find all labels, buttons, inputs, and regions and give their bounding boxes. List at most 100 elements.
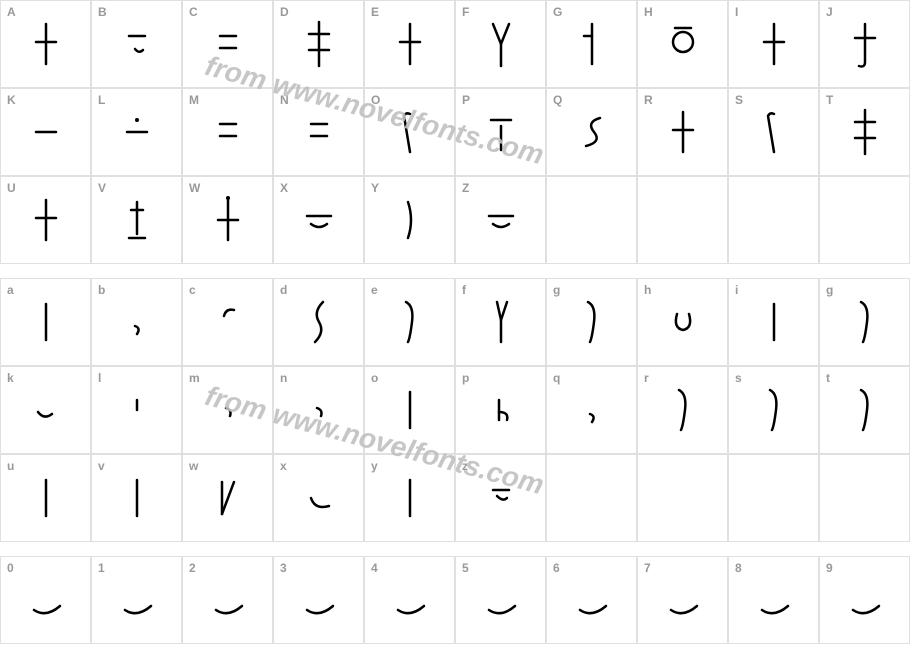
cell-label: 7 bbox=[644, 561, 651, 575]
cell-E: E bbox=[364, 0, 455, 88]
glyph-swoosh bbox=[16, 570, 76, 630]
cell-empty bbox=[546, 176, 637, 264]
cell-z: z bbox=[455, 454, 546, 542]
glyph-dash bbox=[16, 102, 76, 162]
glyph-swoosh bbox=[562, 570, 622, 630]
cell-empty bbox=[728, 454, 819, 542]
cell-label: n bbox=[280, 371, 287, 385]
cell-label: P bbox=[462, 93, 470, 107]
glyph-vert-curve bbox=[380, 190, 440, 250]
glyph-dagger bbox=[107, 190, 167, 250]
cell-label: 9 bbox=[826, 561, 833, 575]
glyph-tall-curve bbox=[562, 292, 622, 352]
cell-b: b bbox=[91, 278, 182, 366]
cell-label: i bbox=[735, 283, 738, 297]
cell-empty bbox=[819, 176, 910, 264]
cell-y: y bbox=[364, 454, 455, 542]
cell-label: N bbox=[280, 93, 289, 107]
glyph-tall-curve bbox=[744, 380, 804, 440]
grid-row: uvwxyz bbox=[0, 454, 911, 542]
cell-o: o bbox=[364, 366, 455, 454]
cell-Y: Y bbox=[364, 176, 455, 264]
cell-S: S bbox=[728, 88, 819, 176]
cell-label: s bbox=[735, 371, 742, 385]
cell-l: l bbox=[91, 366, 182, 454]
cell-label: l bbox=[98, 371, 101, 385]
glyph-vert-cross-hook bbox=[835, 14, 895, 74]
cell-label: h bbox=[644, 283, 651, 297]
glyph-p-hook bbox=[471, 380, 531, 440]
glyph-tiny-hook bbox=[289, 380, 349, 440]
glyph-apostrophe bbox=[107, 380, 167, 440]
glyph-swoosh bbox=[380, 570, 440, 630]
cell-empty bbox=[637, 454, 728, 542]
cell-label: 0 bbox=[7, 561, 14, 575]
glyph-vert-tick bbox=[562, 14, 622, 74]
glyph-comma bbox=[562, 380, 622, 440]
glyph-thin-vert bbox=[16, 468, 76, 528]
glyph-dash-wave bbox=[289, 190, 349, 250]
cell-empty bbox=[546, 454, 637, 542]
glyph-two-dash bbox=[289, 102, 349, 162]
cell-0: 0 bbox=[0, 556, 91, 644]
grid-row: abcdefghig bbox=[0, 278, 911, 366]
cell-label: 5 bbox=[462, 561, 469, 575]
glyph-tall-curve bbox=[380, 292, 440, 352]
glyph-tall-curve bbox=[653, 380, 713, 440]
cell-label: d bbox=[280, 283, 287, 297]
glyph-vert-hook bbox=[380, 102, 440, 162]
glyph-swoosh bbox=[198, 570, 258, 630]
cell-g: g bbox=[819, 278, 910, 366]
cell-N: N bbox=[273, 88, 364, 176]
cell-label: o bbox=[371, 371, 378, 385]
cell-label: V bbox=[98, 181, 106, 195]
cell-9: 9 bbox=[819, 556, 910, 644]
cell-t: t bbox=[819, 366, 910, 454]
glyph-vert-double bbox=[289, 14, 349, 74]
glyph-comma bbox=[107, 292, 167, 352]
glyph-swoosh bbox=[835, 570, 895, 630]
cell-label: y bbox=[371, 459, 378, 473]
grid-row: ABCDEFGHIJ bbox=[0, 0, 911, 88]
cell-H: H bbox=[637, 0, 728, 88]
cell-Z: Z bbox=[455, 176, 546, 264]
cell-label: b bbox=[98, 283, 105, 297]
cell-M: M bbox=[182, 88, 273, 176]
cell-label: R bbox=[644, 93, 653, 107]
cell-label: D bbox=[280, 5, 289, 19]
cell-e: e bbox=[364, 278, 455, 366]
glyph-vert-cross bbox=[16, 190, 76, 250]
cell-k: k bbox=[0, 366, 91, 454]
cell-O: O bbox=[364, 88, 455, 176]
cell-empty bbox=[728, 176, 819, 264]
cell-X: X bbox=[273, 176, 364, 264]
glyph-w-shape bbox=[198, 468, 258, 528]
cell-label: J bbox=[826, 5, 833, 19]
cell-K: K bbox=[0, 88, 91, 176]
row-gap bbox=[0, 542, 911, 556]
cell-L: L bbox=[91, 88, 182, 176]
cell-W: W bbox=[182, 176, 273, 264]
cell-D: D bbox=[273, 0, 364, 88]
glyph-tall-curve bbox=[835, 292, 895, 352]
cell-label: C bbox=[189, 5, 198, 19]
cell-m: m bbox=[182, 366, 273, 454]
cell-label: F bbox=[462, 5, 469, 19]
cell-label: c bbox=[189, 283, 196, 297]
grid-row: KLMNOPQRST bbox=[0, 88, 911, 176]
glyph-vert-cross bbox=[16, 14, 76, 74]
glyph-two-dash bbox=[198, 14, 258, 74]
cell-label: 2 bbox=[189, 561, 196, 575]
glyph-swoosh bbox=[744, 570, 804, 630]
cell-label: U bbox=[7, 181, 16, 195]
cell-w: w bbox=[182, 454, 273, 542]
cell-label: H bbox=[644, 5, 653, 19]
glyph-short-hook bbox=[16, 380, 76, 440]
cell-J: J bbox=[819, 0, 910, 88]
cell-label: 8 bbox=[735, 561, 742, 575]
cell-label: S bbox=[735, 93, 743, 107]
cell-7: 7 bbox=[637, 556, 728, 644]
glyph-tall-curve bbox=[835, 380, 895, 440]
grid-row: klmnopqrst bbox=[0, 366, 911, 454]
grid-row: 0123456789 bbox=[0, 556, 911, 644]
